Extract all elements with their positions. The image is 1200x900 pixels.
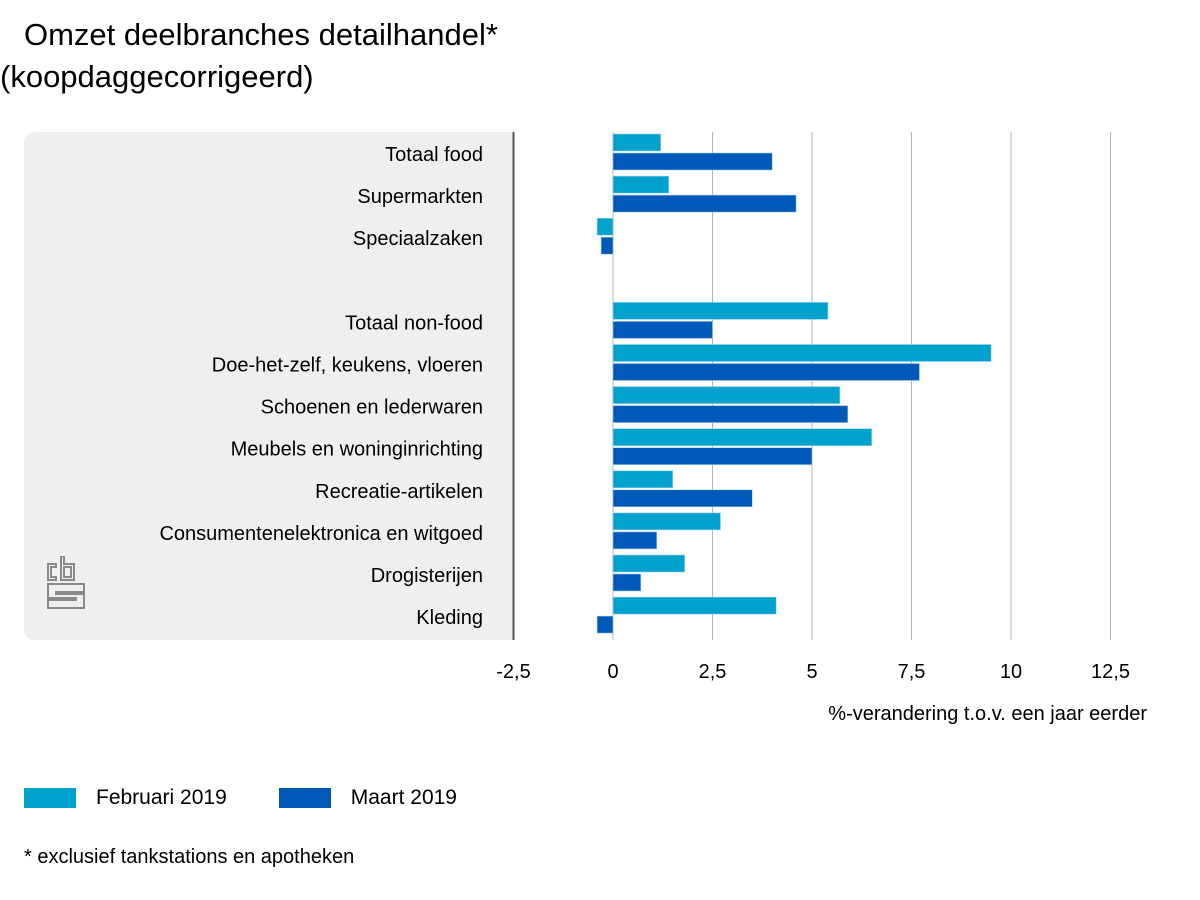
legend-item-maart: Maart 2019 [278,786,457,810]
bar-februari [612,386,841,404]
bar-maart [612,573,642,592]
category-label: Recreatie-artikelen [315,481,483,503]
bar-februari [612,175,670,194]
chart-subtitle: (koopdaggecorrigeerd) [0,59,314,94]
x-tick-label: 10 [1000,661,1022,683]
bar-maart [612,489,753,508]
category-label: Supermarkten [357,186,483,208]
bar-maart [612,405,849,423]
x-tick-label: 7,5 [898,661,926,683]
bar-maart [612,152,773,171]
legend-item-februari: Februari 2019 [24,786,227,810]
bar-februari [612,554,685,573]
legend: Februari 2019 Maart 2019 [24,786,509,810]
bar-maart [612,447,813,466]
bar-februari [612,428,873,447]
bar-maart [612,194,797,213]
x-tick-label: 2,5 [699,661,727,683]
category-label: Meubels en woninginrichting [231,439,483,461]
bar-februari [612,512,721,531]
bar-februari [596,217,614,236]
bar-maart [612,363,920,381]
category-label: Consumentenelektronica en witgoed [159,523,483,545]
x-tick-label: 12,5 [1091,661,1130,683]
category-label-panel [24,132,513,640]
bar-maart [596,615,614,634]
category-label: Drogisterijen [371,565,483,587]
category-label: Totaal food [385,144,483,166]
category-label: Doe-het-zelf, keukens, vloeren [212,355,483,377]
category-label: Schoenen en lederwaren [261,397,483,419]
bar-maart [612,531,658,550]
x-tick-label: 0 [607,661,618,683]
legend-label-maart: Maart 2019 [350,786,457,809]
bar-februari [612,133,662,152]
bar-maart [612,321,713,339]
cbs-logo-icon [47,556,85,609]
legend-label-februari: Februari 2019 [96,786,227,809]
footnote: * exclusief tankstations en apotheken [24,846,355,868]
x-tick-label: -2,5 [496,661,530,683]
bar-februari [612,596,777,615]
chart-title-block: Omzet deelbranches detailhandel* (koopda… [0,14,498,98]
x-tick-label: 5 [806,661,817,683]
legend-swatch-februari [24,788,76,808]
bar-februari [612,344,992,362]
bar-februari [612,302,829,320]
legend-swatch-maart [278,788,331,808]
category-label: Totaal non-food [345,312,483,334]
bar-maart [600,236,614,255]
x-axis-title: %-verandering t.o.v. een jaar eerder [828,703,1147,725]
category-label: Speciaalzaken [353,228,483,250]
chart-title: Omzet deelbranches detailhandel* [24,17,498,52]
bar-februari [612,470,674,489]
category-label: Kleding [416,607,483,629]
